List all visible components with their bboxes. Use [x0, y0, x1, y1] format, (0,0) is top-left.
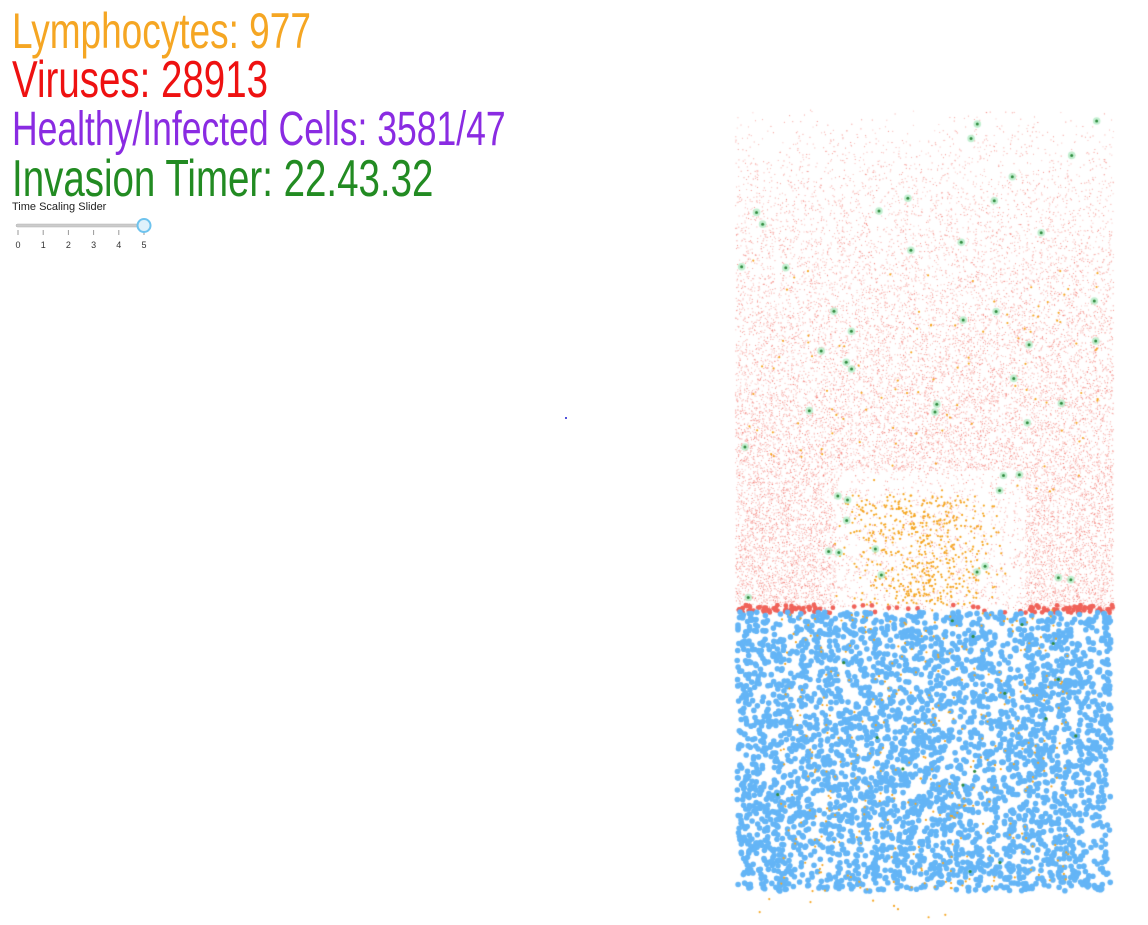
slider-tick-label: 3 [91, 240, 96, 250]
cell-label: Healthy/Infected Cells: [12, 103, 378, 156]
virus-value: 28913 [161, 51, 269, 109]
slider-tick-label: 4 [116, 240, 121, 250]
lymphocyte-label: Lymphocytes: [12, 3, 250, 59]
timer-value: 22.43.32 [283, 150, 434, 208]
slider-tick-label: 0 [15, 240, 20, 250]
virus-label: Viruses: [12, 51, 162, 109]
slider-control[interactable]: 0 1 2 3 4 5 [12, 215, 162, 255]
slider-tick-label: 1 [41, 240, 46, 250]
slider-ticks: 0 1 2 3 4 5 [15, 230, 147, 250]
invasion-timer: Invasion Timer: 22.43.32 [12, 153, 433, 205]
slider-tick-label: 5 [141, 240, 146, 250]
cell-count: Healthy/Infected Cells: 3581/47 [12, 106, 506, 154]
slider-thumb[interactable] [136, 218, 152, 233]
slider-track[interactable] [15, 223, 147, 228]
virus-count: Viruses: 28913 [12, 54, 268, 106]
lymphocyte-count: Lymphocytes: 977 [12, 6, 311, 56]
slider-title: Time Scaling Slider [12, 201, 107, 213]
lymphocyte-value: 977 [249, 3, 311, 59]
time-scaling-slider[interactable]: Time Scaling Slider 0 1 2 3 4 5 [12, 201, 162, 256]
stray-particle [565, 417, 567, 419]
timer-label: Invasion Timer: [12, 150, 284, 208]
cell-value: 3581/47 [377, 103, 506, 156]
slider-tick-label: 2 [66, 240, 71, 250]
